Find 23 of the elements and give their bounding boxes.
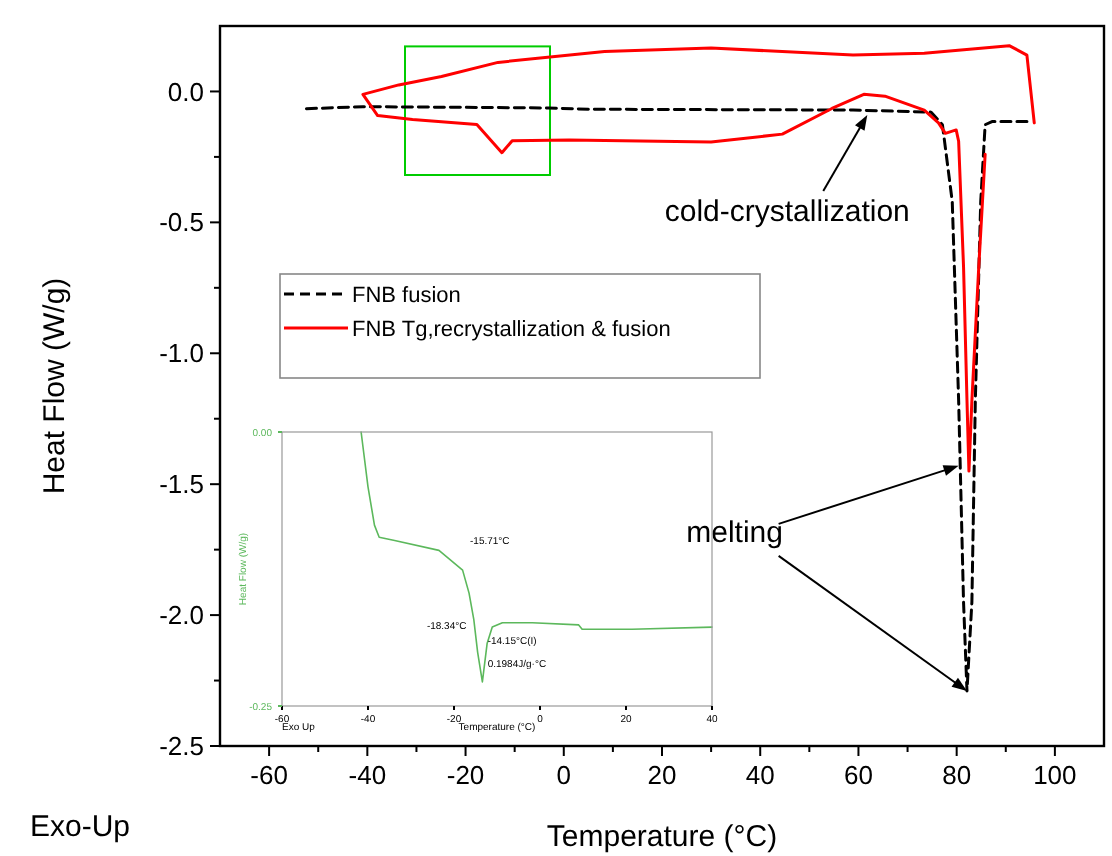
x-tick-label: 40 [745, 760, 775, 790]
annotation: melting [686, 515, 783, 550]
legend-label: FNB Tg,recrystallization & fusion [352, 318, 671, 342]
line-series [304, 105, 1030, 693]
annotation: cold-crystallization [664, 195, 910, 230]
x-tick-label: 80 [942, 760, 972, 790]
y-tick-label: 0.0 [167, 76, 204, 107]
x-tick-label: -20 [446, 760, 485, 790]
y-tick-label: -2.0 [159, 600, 204, 631]
x-tick-label: 60 [843, 760, 873, 790]
y-tick-label: -2.5 [159, 731, 204, 762]
legend-label: FNB fusion [352, 284, 461, 308]
x-tick-label: -60 [250, 760, 288, 790]
y-axis-title: Heat Flow (W/g) [38, 277, 72, 495]
x-tick-label: 100 [1033, 760, 1077, 790]
y-tick-label: -0.5 [159, 207, 204, 238]
x-tick-label: -40 [348, 760, 387, 790]
x-axis-title: Temperature (°C) [546, 820, 778, 854]
x-tick-label: 20 [647, 760, 677, 790]
y-tick-label: -1.0 [159, 338, 204, 369]
y-tick-label: -1.5 [159, 469, 204, 500]
x-tick-label: 0 [556, 760, 572, 790]
text: Exo-Up [29, 810, 131, 844]
